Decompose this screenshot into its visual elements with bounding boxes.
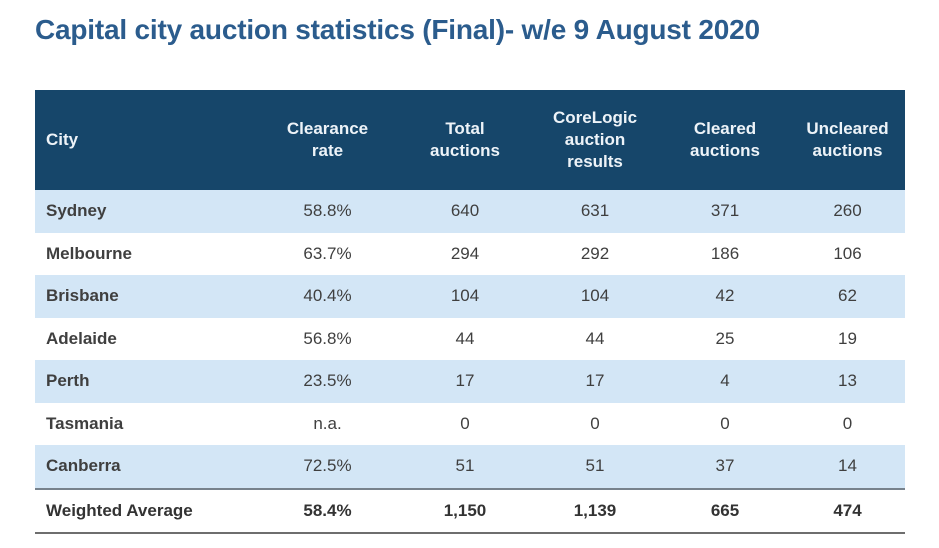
corelogic-results-cell: 17: [585, 371, 605, 391]
clearance-rate-cell: n.a.: [313, 413, 342, 433]
total-auctions-cell: 640: [450, 201, 480, 221]
column-header-label: Uncleared auctions: [806, 118, 889, 160]
table-row-adelaide: Adelaide 56.8% 44 44 25 19: [35, 317, 905, 360]
column-header-label: Cleared auctions: [690, 118, 760, 160]
clearance-rate-cell: 56.8%: [303, 328, 352, 348]
city-cell: Adelaide: [46, 328, 117, 348]
total-auctions-cell: 44: [455, 328, 475, 348]
total-auctions-cell: 104: [450, 286, 480, 306]
uncleared-auctions-cell: 14: [838, 456, 857, 476]
table-row-weighted-average: Weighted Average 58.4% 1,150 1,139 665 4…: [35, 488, 905, 533]
cleared-auctions-cell: 37: [715, 456, 735, 476]
city-cell: Melbourne: [46, 243, 132, 263]
corelogic-results-cell: 51: [585, 456, 605, 476]
uncleared-auctions-cell: 0: [842, 413, 853, 433]
uncleared-auctions-cell: 474: [833, 500, 862, 520]
total-auctions-cell: 294: [450, 243, 480, 263]
clearance-rate-cell: 72.5%: [303, 456, 352, 476]
column-header-total-auctions: Total auctions: [400, 90, 530, 190]
corelogic-results-cell: 631: [580, 201, 610, 221]
table-row-melbourne: Melbourne 63.7% 294 292 186 106: [35, 232, 905, 275]
clearance-rate-cell: 23.5%: [303, 371, 352, 391]
corelogic-results-cell: 0: [590, 413, 600, 433]
auction-statistics-table: City Clearance rate Total auctions CoreL…: [35, 90, 905, 534]
table-row-brisbane: Brisbane 40.4% 104 104 42 62: [35, 275, 905, 318]
page-title: Capital city auction statistics (Final)-…: [35, 14, 760, 45]
corelogic-results-cell: 1,139: [573, 500, 617, 520]
total-auctions-cell: 0: [460, 413, 470, 433]
column-header-label: Total auctions: [430, 118, 500, 160]
cleared-auctions-cell: 186: [710, 243, 740, 263]
column-header-corelogic-auction-results: CoreLogic auction results: [530, 90, 660, 190]
total-auctions-cell: 17: [455, 371, 475, 391]
corelogic-results-cell: 292: [580, 243, 610, 263]
city-cell: Tasmania: [46, 413, 124, 433]
table-row-canberra: Canberra 72.5% 51 51 37 14: [35, 445, 905, 489]
corelogic-results-cell: 44: [585, 328, 605, 348]
table-header-row: City Clearance rate Total auctions CoreL…: [35, 90, 905, 190]
uncleared-auctions-cell: 13: [838, 371, 857, 391]
uncleared-auctions-cell: 62: [838, 286, 857, 306]
corelogic-results-cell: 104: [580, 286, 610, 306]
uncleared-auctions-cell: 19: [838, 328, 857, 348]
cleared-auctions-cell: 4: [720, 371, 730, 391]
cleared-auctions-cell: 42: [715, 286, 735, 306]
city-cell: Weighted Average: [46, 500, 193, 520]
clearance-rate-cell: 58.8%: [303, 201, 352, 221]
column-header-label: Clearance rate: [286, 118, 369, 160]
total-auctions-cell: 1,150: [443, 500, 487, 520]
cleared-auctions-cell: 371: [710, 201, 740, 221]
city-cell: Canberra: [46, 456, 121, 476]
column-header-cleared-auctions: Cleared auctions: [660, 90, 790, 190]
city-cell: Brisbane: [46, 286, 119, 306]
clearance-rate-cell: 40.4%: [303, 286, 352, 306]
city-cell: Sydney: [46, 201, 107, 221]
uncleared-auctions-cell: 106: [833, 243, 862, 263]
column-header-label: City: [46, 129, 79, 149]
cleared-auctions-cell: 665: [710, 500, 740, 520]
table-row-tasmania: Tasmania n.a. 0 0 0 0: [35, 402, 905, 445]
city-cell: Perth: [46, 371, 90, 391]
column-header-label: CoreLogic auction results: [552, 107, 638, 172]
table-row-perth: Perth 23.5% 17 17 4 13: [35, 360, 905, 403]
column-header-clearance-rate: Clearance rate: [255, 90, 400, 190]
total-auctions-cell: 51: [455, 456, 475, 476]
cleared-auctions-cell: 25: [715, 328, 735, 348]
cleared-auctions-cell: 0: [720, 413, 730, 433]
clearance-rate-cell: 63.7%: [303, 243, 352, 263]
clearance-rate-cell: 58.4%: [303, 500, 352, 520]
column-header-uncleared-auctions: Uncleared auctions: [790, 90, 905, 190]
uncleared-auctions-cell: 260: [833, 201, 862, 221]
column-header-city: City: [35, 90, 255, 190]
table-row-sydney: Sydney 58.8% 640 631 371 260: [35, 190, 905, 233]
